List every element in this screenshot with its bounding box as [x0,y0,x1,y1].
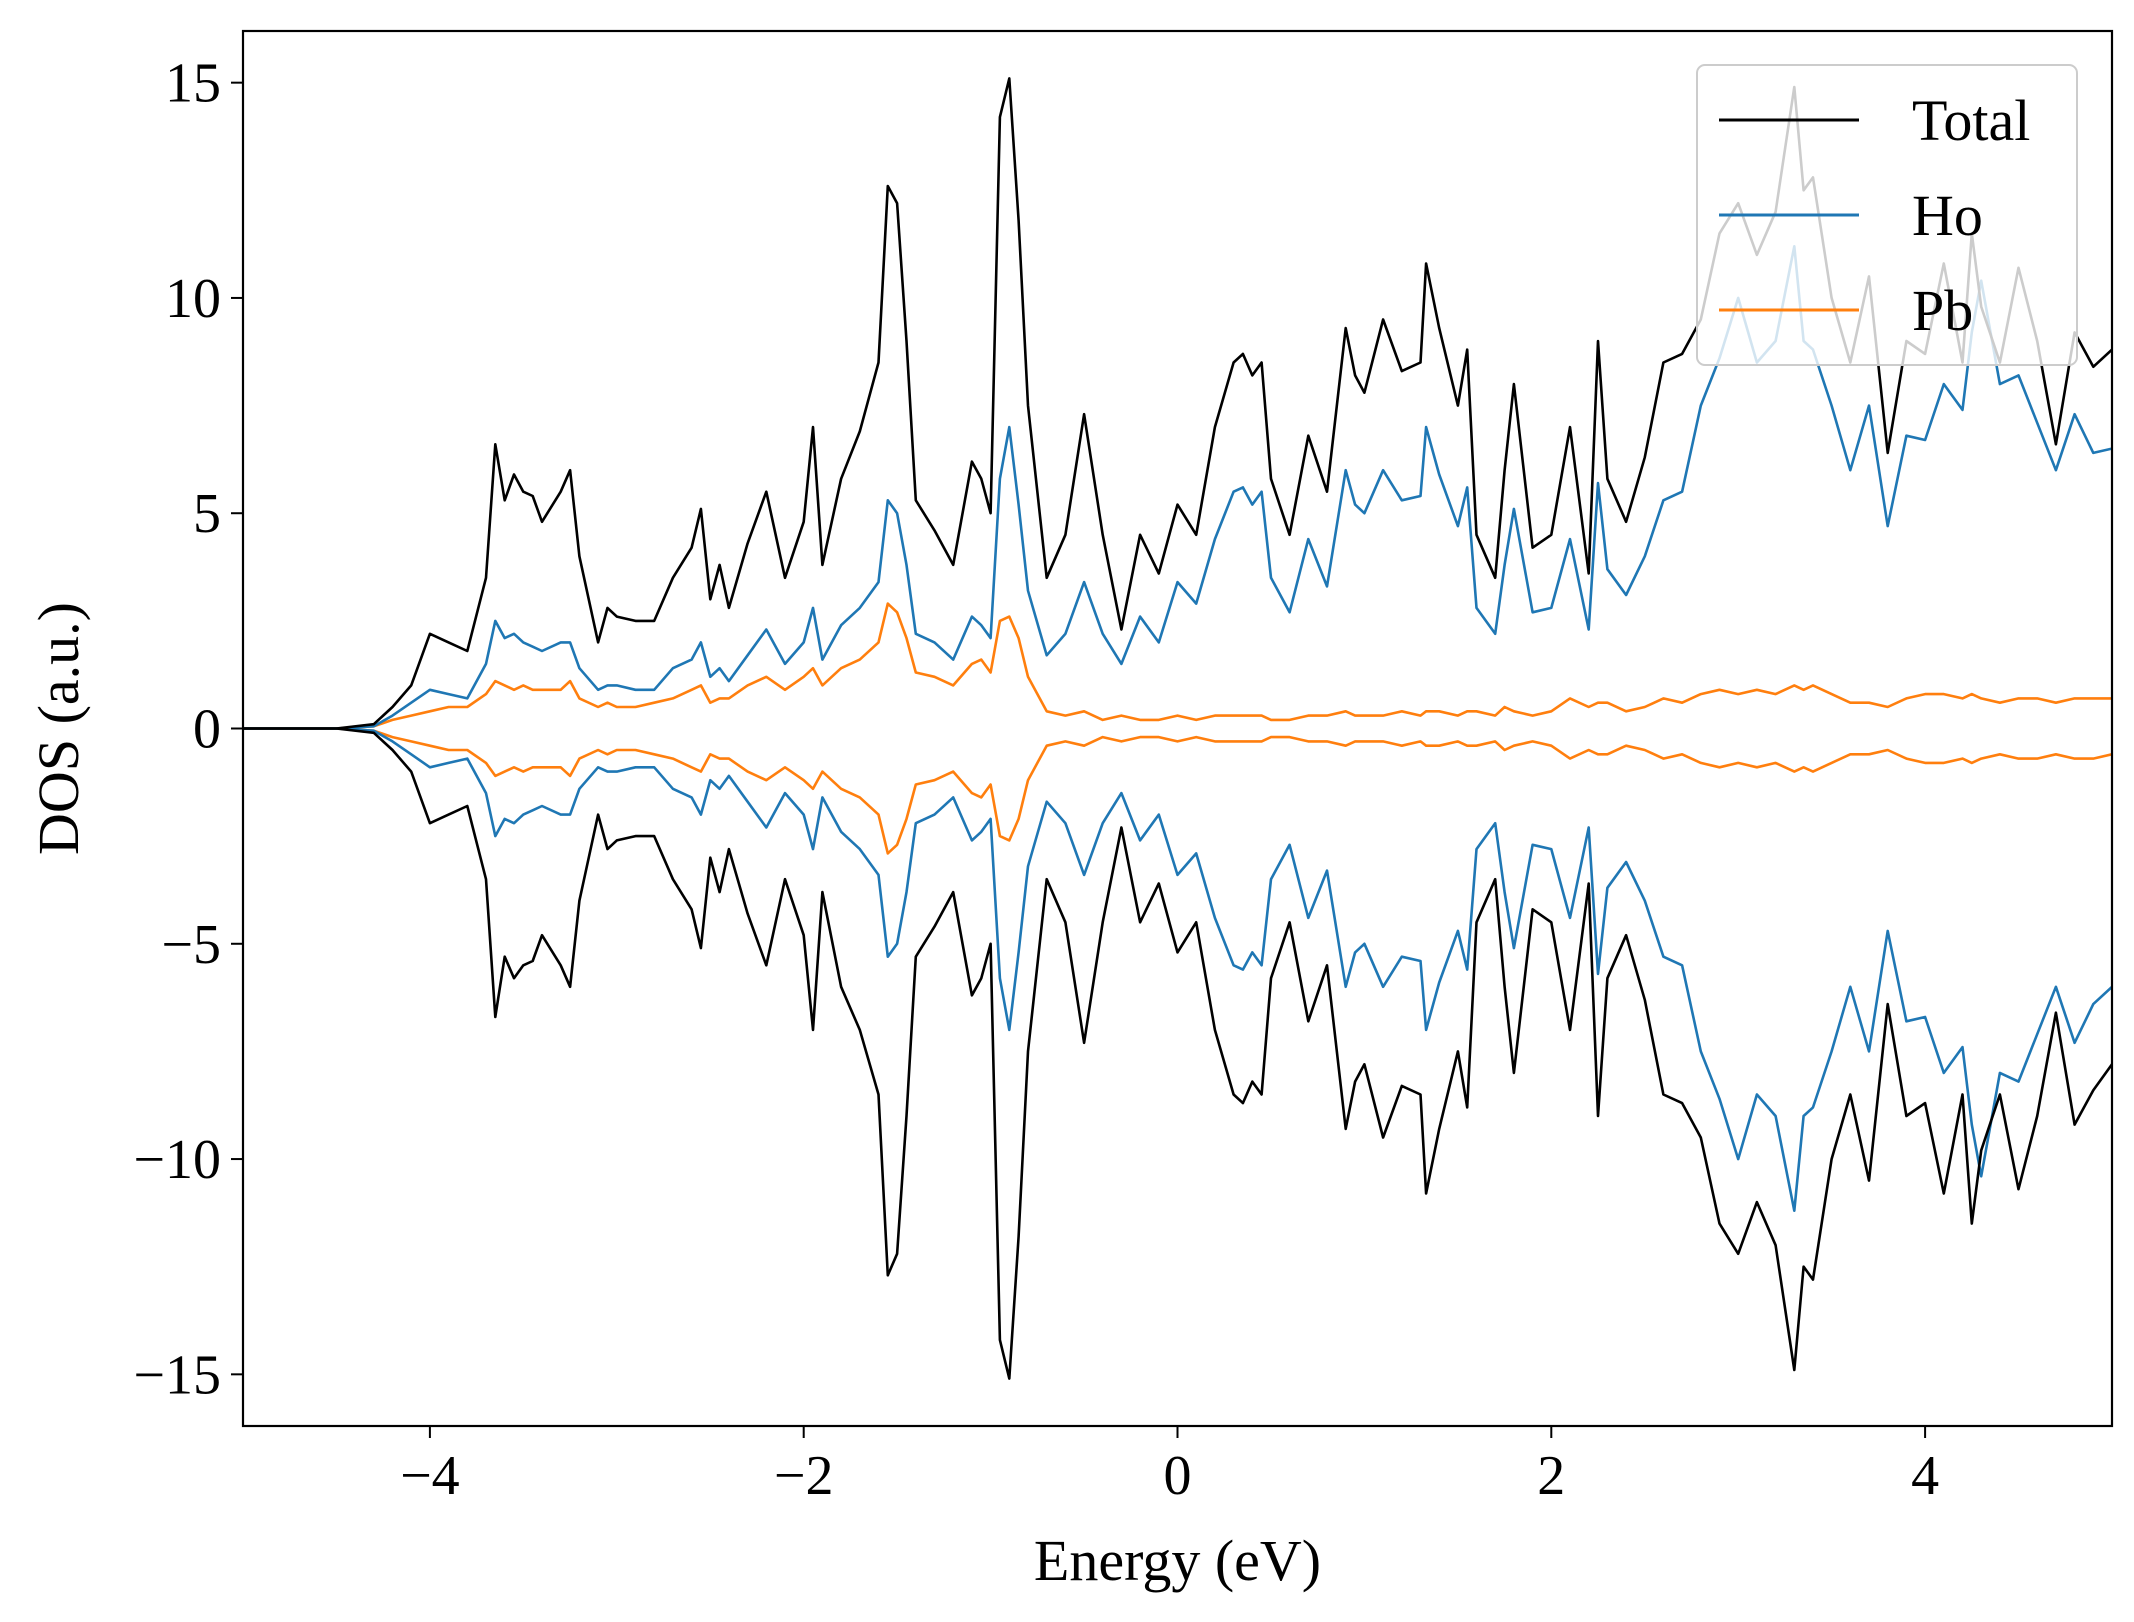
y-tick-label: 0 [193,699,221,761]
series-line-pb-up [243,602,2112,730]
x-ticks: −4 −2 0 2 4 [400,1426,1939,1507]
y-axis-label: DOS (a.u.) [26,602,91,855]
legend-box [1696,64,2078,366]
y-tick-label: −5 [161,914,221,976]
y-tick-label: 15 [165,53,221,115]
x-tick-label: 0 [1164,1445,1192,1507]
y-tick-label: −10 [133,1129,221,1191]
series-layer [243,77,2112,1380]
legend-label-ho: Ho [1912,183,1983,248]
y-ticks: −15 −10 −5 0 5 10 15 [133,53,243,1406]
x-tick-label: 2 [1537,1445,1565,1507]
x-tick-label: −4 [400,1445,460,1507]
legend-label-pb: Pb [1912,278,1973,343]
legend-label-total: Total [1912,88,2030,153]
series-line-pb-down [243,727,2112,855]
x-tick-label: −2 [774,1445,834,1507]
x-tick-label: 4 [1911,1445,1939,1507]
series-line-ho-down [243,727,2112,1212]
y-tick-label: 5 [193,483,221,545]
legend: Total Ho Pb [1696,64,2078,366]
y-tick-label: −15 [133,1344,221,1406]
x-axis-label: Energy (eV) [1034,1528,1321,1593]
y-tick-label: 10 [165,268,221,330]
series-line-total-down [243,727,2112,1380]
